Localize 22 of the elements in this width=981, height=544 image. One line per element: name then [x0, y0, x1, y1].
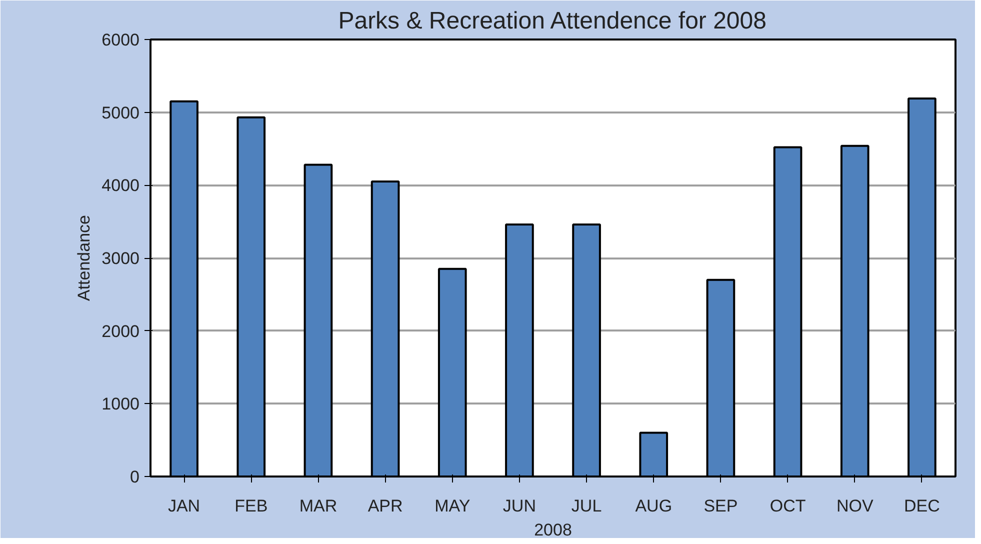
x-axis-title: 2008 — [534, 520, 572, 540]
chart-title: Parks & Recreation Attendence for 2008 — [338, 8, 766, 34]
x-tick-label: SEP — [704, 496, 738, 516]
y-tick-label: 0 — [130, 468, 140, 486]
y-tick-label: 4000 — [102, 176, 140, 196]
x-tick-label: MAR — [299, 496, 338, 516]
y-tick-label: 6000 — [102, 30, 140, 50]
x-tick-label: JAN — [168, 496, 200, 516]
y-axis-title: Attendance — [74, 214, 94, 302]
x-tick-label: APR — [368, 496, 403, 516]
x-tick-label: NOV — [836, 496, 874, 516]
y-tick-label: 5000 — [102, 103, 140, 122]
x-tick-label: DEC — [904, 496, 940, 516]
x-tick-label: OCT — [770, 496, 806, 516]
x-tick-label: AUG — [635, 496, 672, 516]
y-tick-label: 3000 — [102, 249, 140, 268]
y-tick-label: 1000 — [102, 394, 140, 414]
x-tick-label: JUN — [502, 496, 536, 516]
x-tick-label: MAY — [434, 496, 470, 516]
x-tick-label: JUL — [571, 496, 602, 516]
x-tick-label: FEB — [234, 496, 268, 516]
y-tick-label: 2000 — [102, 322, 140, 341]
